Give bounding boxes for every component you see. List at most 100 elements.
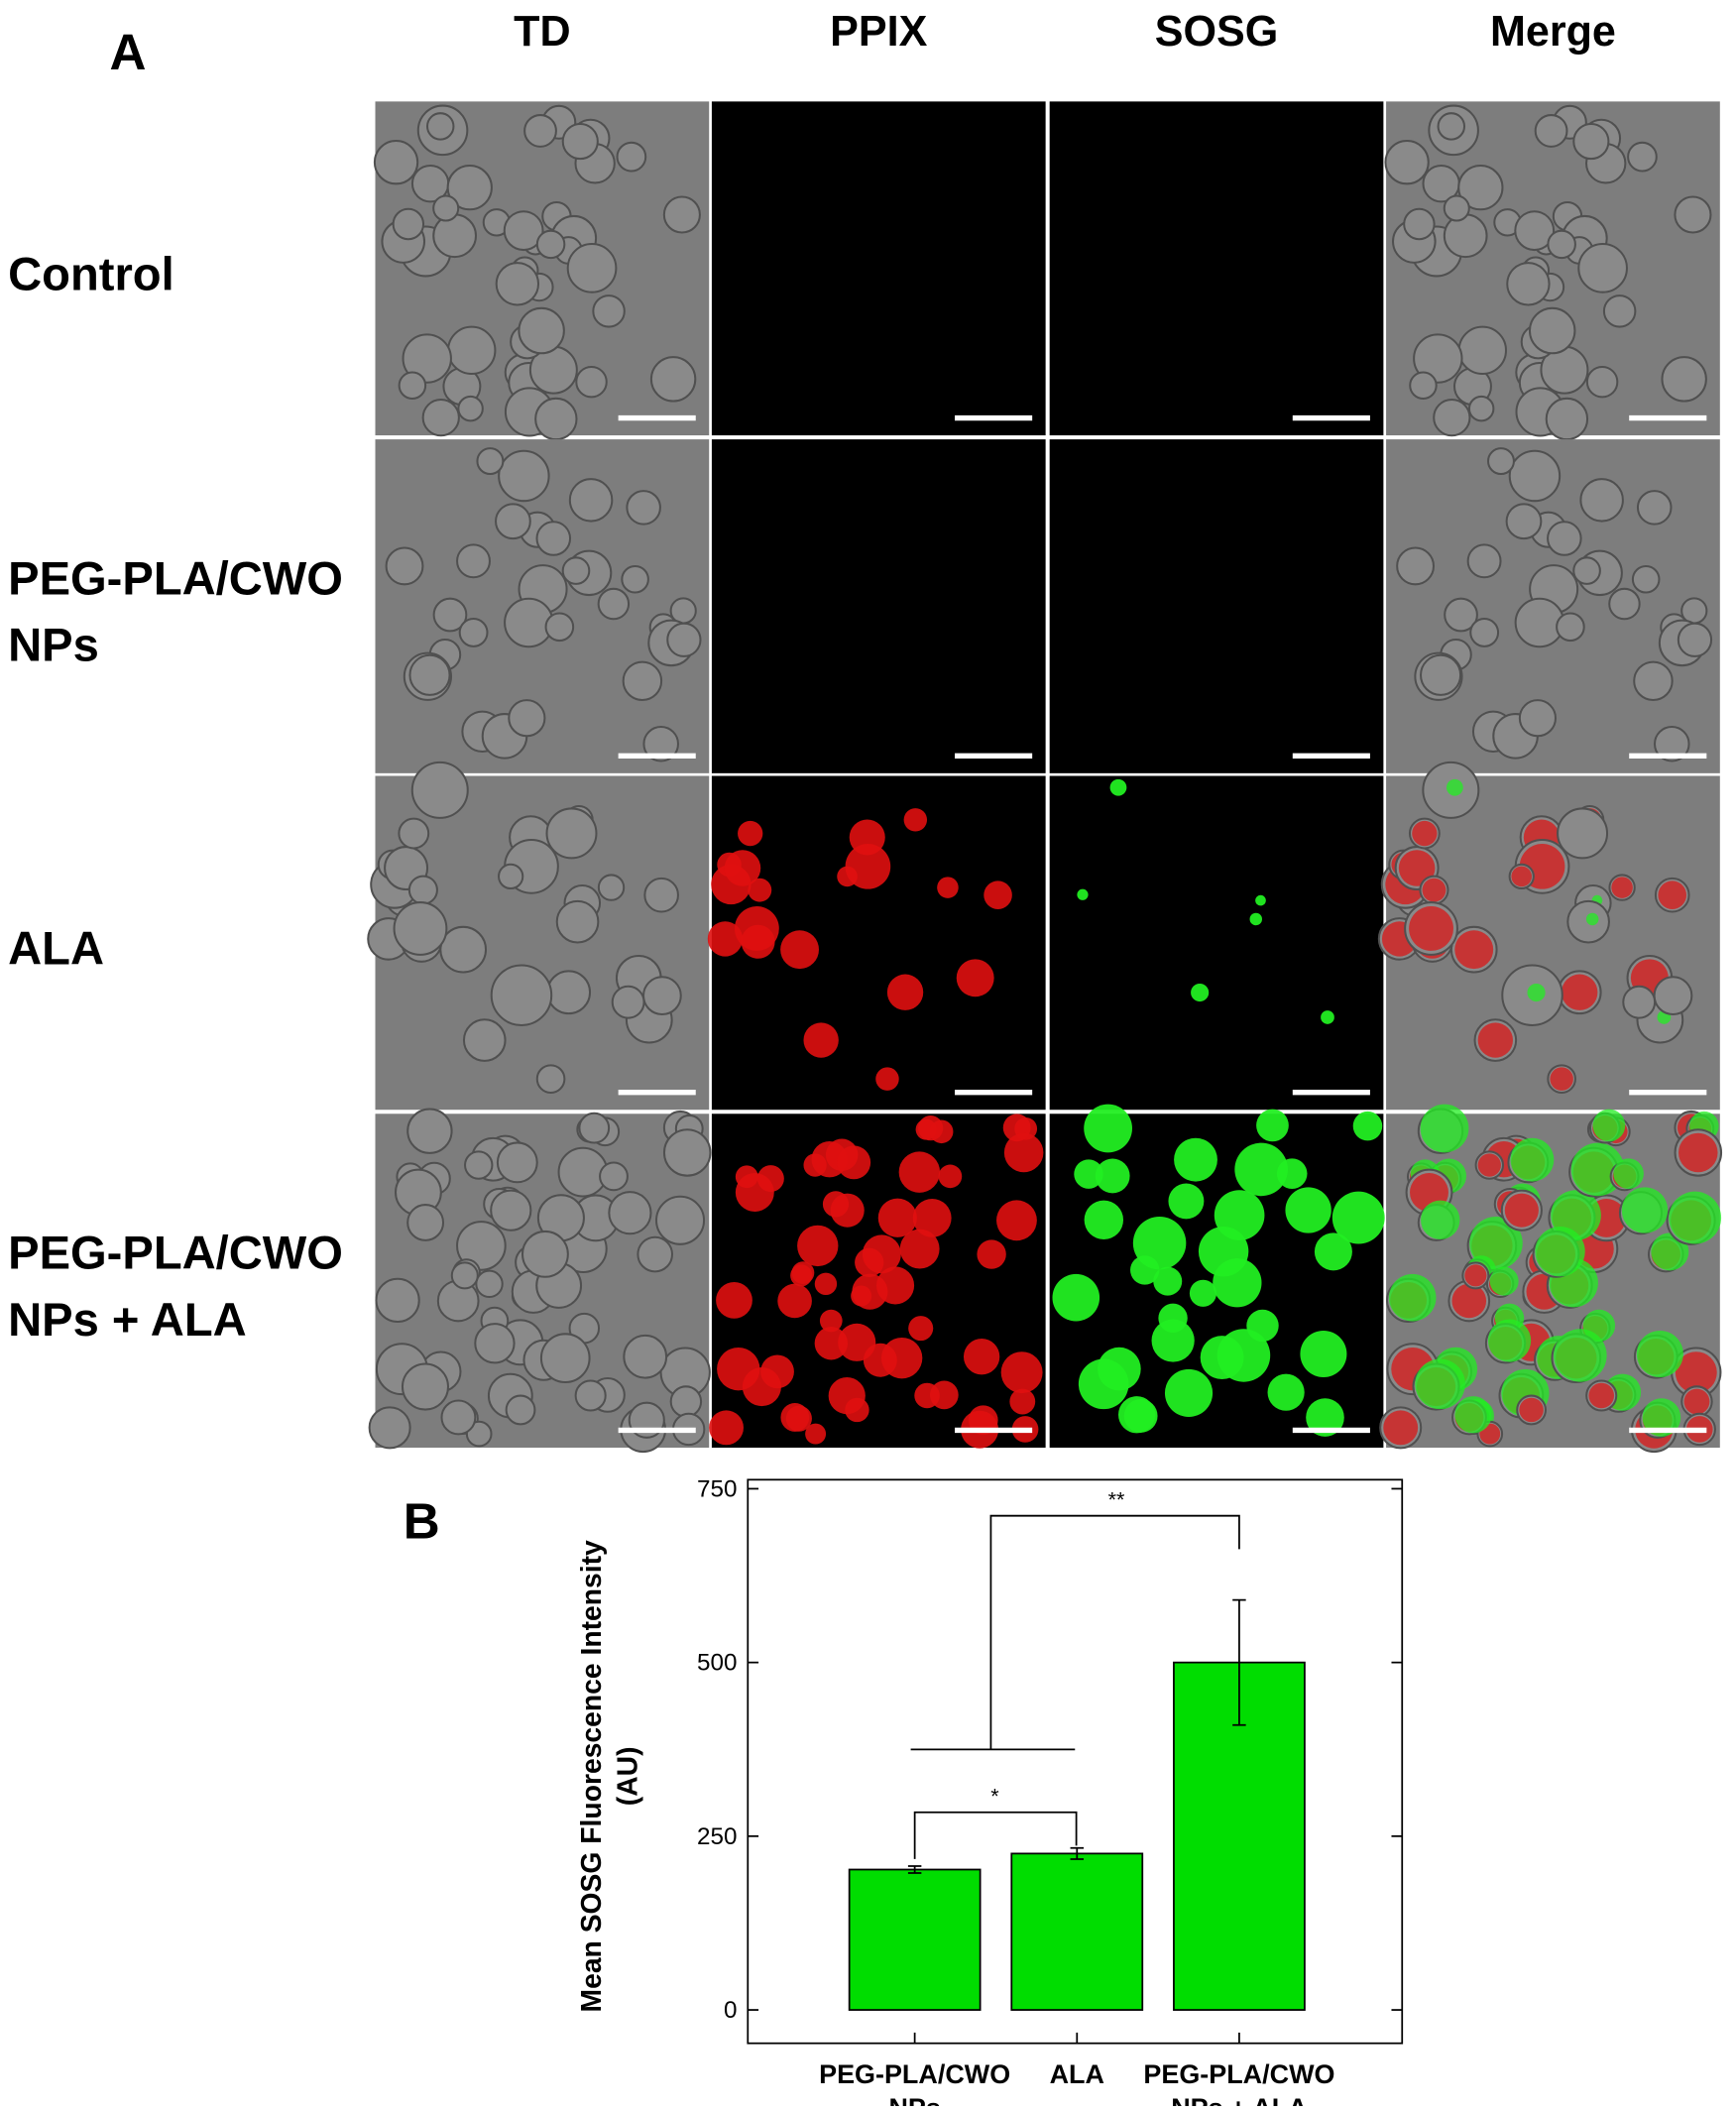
micrograph xyxy=(1049,1104,1385,1448)
cell xyxy=(1622,985,1657,1019)
cell xyxy=(1631,564,1661,594)
cell xyxy=(476,447,505,476)
red-signal xyxy=(876,1266,915,1305)
red-signal xyxy=(716,1282,752,1319)
row-label-box: ALA xyxy=(8,923,104,976)
green-signal xyxy=(1642,1398,1681,1437)
cell xyxy=(568,478,614,523)
cell xyxy=(490,964,553,1026)
red-signal xyxy=(748,878,772,902)
red-signal xyxy=(886,974,924,1010)
cell xyxy=(1443,213,1488,259)
y-axis-label: Mean SOSG Fluorescence Intensity (AU) xyxy=(576,1540,644,2013)
cell xyxy=(535,1064,566,1094)
cell xyxy=(432,194,460,222)
row-label-box: PEG-PLA/CWO NPs + ALA xyxy=(8,1228,343,1347)
red-signal xyxy=(709,1410,744,1446)
red-signal xyxy=(937,877,959,898)
cell xyxy=(1627,141,1658,173)
cell xyxy=(457,395,484,422)
cell xyxy=(1443,194,1470,222)
green-signal xyxy=(1249,912,1263,926)
cell xyxy=(1466,543,1502,579)
green-signal xyxy=(1446,778,1463,796)
red-signal xyxy=(780,930,819,970)
green-signal xyxy=(1489,1266,1519,1296)
cell xyxy=(503,210,544,252)
red-signal xyxy=(1398,850,1436,886)
cell xyxy=(398,817,430,850)
red-signal xyxy=(738,820,763,847)
green-signal xyxy=(1276,1158,1308,1189)
cell xyxy=(1420,653,1462,696)
cell xyxy=(555,899,600,944)
cell xyxy=(597,874,626,901)
cell xyxy=(1528,306,1576,355)
cell xyxy=(1437,112,1466,141)
green-signal xyxy=(1321,1010,1334,1024)
cell xyxy=(1469,618,1500,647)
cell xyxy=(495,262,540,306)
green-signal xyxy=(1285,1187,1331,1233)
panel-label: B xyxy=(404,1493,440,1550)
micrograph xyxy=(1049,775,1384,1111)
cell xyxy=(575,365,608,399)
red-signal xyxy=(845,1397,869,1423)
bracket xyxy=(913,1811,1078,1859)
cell xyxy=(1661,356,1707,403)
cell xyxy=(597,587,631,621)
green-signal xyxy=(1454,1396,1492,1434)
cell xyxy=(599,1161,629,1192)
bar-chart: * ** 0 250 500 750 xyxy=(697,1476,1404,2045)
cell xyxy=(498,449,550,503)
micrograph xyxy=(367,761,710,1111)
y-tick-label: 750 xyxy=(697,1476,737,1503)
y-tick-label: 500 xyxy=(697,1650,737,1677)
micrograph xyxy=(373,101,710,441)
cell xyxy=(666,622,702,657)
green-signal xyxy=(1300,1331,1347,1378)
red-signal xyxy=(797,1225,839,1267)
cell xyxy=(1547,521,1582,556)
micrograph xyxy=(1049,101,1384,436)
cell xyxy=(1654,725,1690,762)
green-signal xyxy=(1198,1226,1249,1277)
cell xyxy=(1506,262,1551,306)
cell xyxy=(1585,365,1619,399)
cell xyxy=(1444,597,1478,633)
red-signal xyxy=(1675,1351,1717,1394)
red-signal xyxy=(724,850,761,886)
green-signal xyxy=(1535,1226,1585,1277)
green-signal xyxy=(1130,1255,1160,1285)
cell xyxy=(578,1112,611,1144)
cell xyxy=(1457,165,1504,211)
x-tick-label-box: ALA xyxy=(1049,2060,1104,2090)
cell xyxy=(592,294,626,328)
micrograph xyxy=(1384,101,1720,441)
image-background xyxy=(1049,775,1384,1111)
red-signal xyxy=(938,1164,963,1189)
green-signal xyxy=(1421,1200,1460,1239)
red-signal xyxy=(1383,1410,1419,1446)
cell xyxy=(1547,229,1576,260)
cell xyxy=(611,985,645,1019)
red-signal xyxy=(1000,1351,1043,1394)
cell xyxy=(402,333,452,384)
micrograph xyxy=(711,439,1046,773)
micrograph xyxy=(1377,761,1720,1111)
red-signal xyxy=(908,1316,934,1342)
green-signal xyxy=(1174,1137,1217,1182)
error-bar xyxy=(907,1865,922,1874)
red-signal xyxy=(1678,1132,1718,1173)
cell xyxy=(508,699,546,738)
x-tick-label: ALA xyxy=(1049,2060,1104,2090)
red-signal xyxy=(1658,880,1687,909)
red-signal xyxy=(803,1022,839,1058)
cell xyxy=(496,1141,538,1184)
green-signal xyxy=(1388,1273,1437,1322)
cell xyxy=(450,1261,479,1290)
red-signal xyxy=(984,880,1012,909)
green-signal xyxy=(1415,1358,1465,1410)
cell xyxy=(561,123,599,161)
row-label-box: PEG-PLA/CWO NPs xyxy=(8,553,343,672)
